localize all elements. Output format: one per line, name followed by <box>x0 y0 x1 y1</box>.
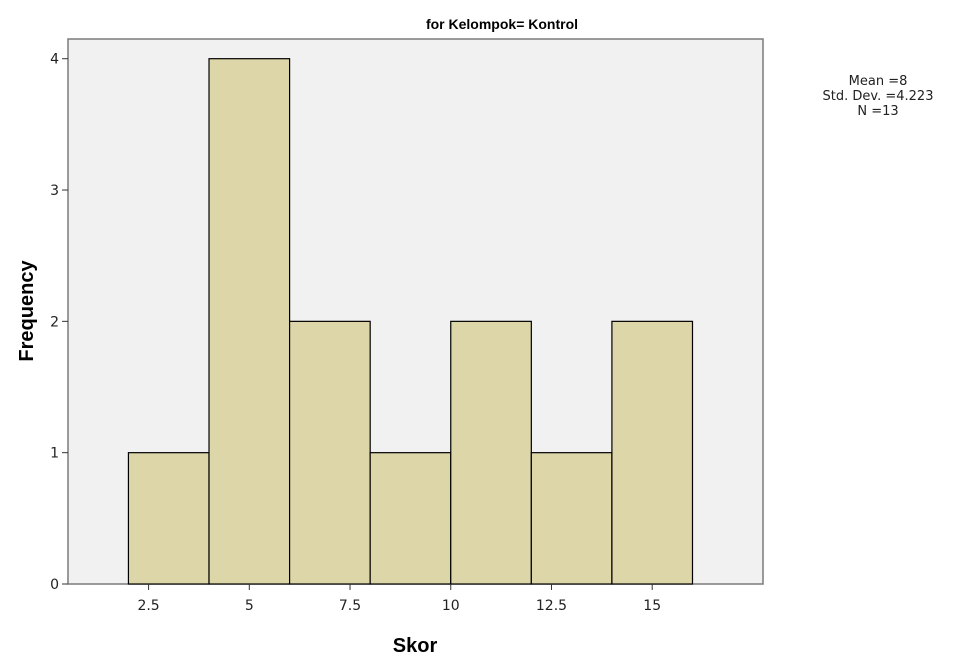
histogram-bar <box>369 452 452 585</box>
stat-mean: Mean =8 <box>849 74 908 89</box>
y-tick-label: 1 <box>50 446 59 462</box>
x-tick-label: 5 <box>245 598 254 614</box>
histogram-bar <box>127 452 210 585</box>
histogram-bar <box>288 320 371 585</box>
chart-title: for Kelompok= Kontrol <box>426 16 578 32</box>
x-tick-label: 2.5 <box>137 598 159 614</box>
x-tick-label: 10 <box>442 598 460 614</box>
stat-n: N =13 <box>857 104 898 119</box>
stat-std-dev: Std. Dev. =4.223 <box>823 89 934 104</box>
x-tick-label: 7.5 <box>339 598 361 614</box>
y-axis-title: Frequency <box>16 260 38 362</box>
x-tick-label: 12.5 <box>536 598 567 614</box>
x-axis-title: Skor <box>393 635 438 657</box>
y-tick-label: 4 <box>50 52 59 68</box>
y-tick-label: 2 <box>50 314 59 330</box>
histogram-bar <box>450 320 532 585</box>
y-tick-label: 3 <box>50 183 59 199</box>
histogram-bar <box>530 452 613 585</box>
histogram-bar <box>611 320 694 585</box>
histogram-bar <box>208 58 291 585</box>
x-tick-label: 15 <box>643 598 661 614</box>
y-tick-label: 0 <box>50 577 59 593</box>
